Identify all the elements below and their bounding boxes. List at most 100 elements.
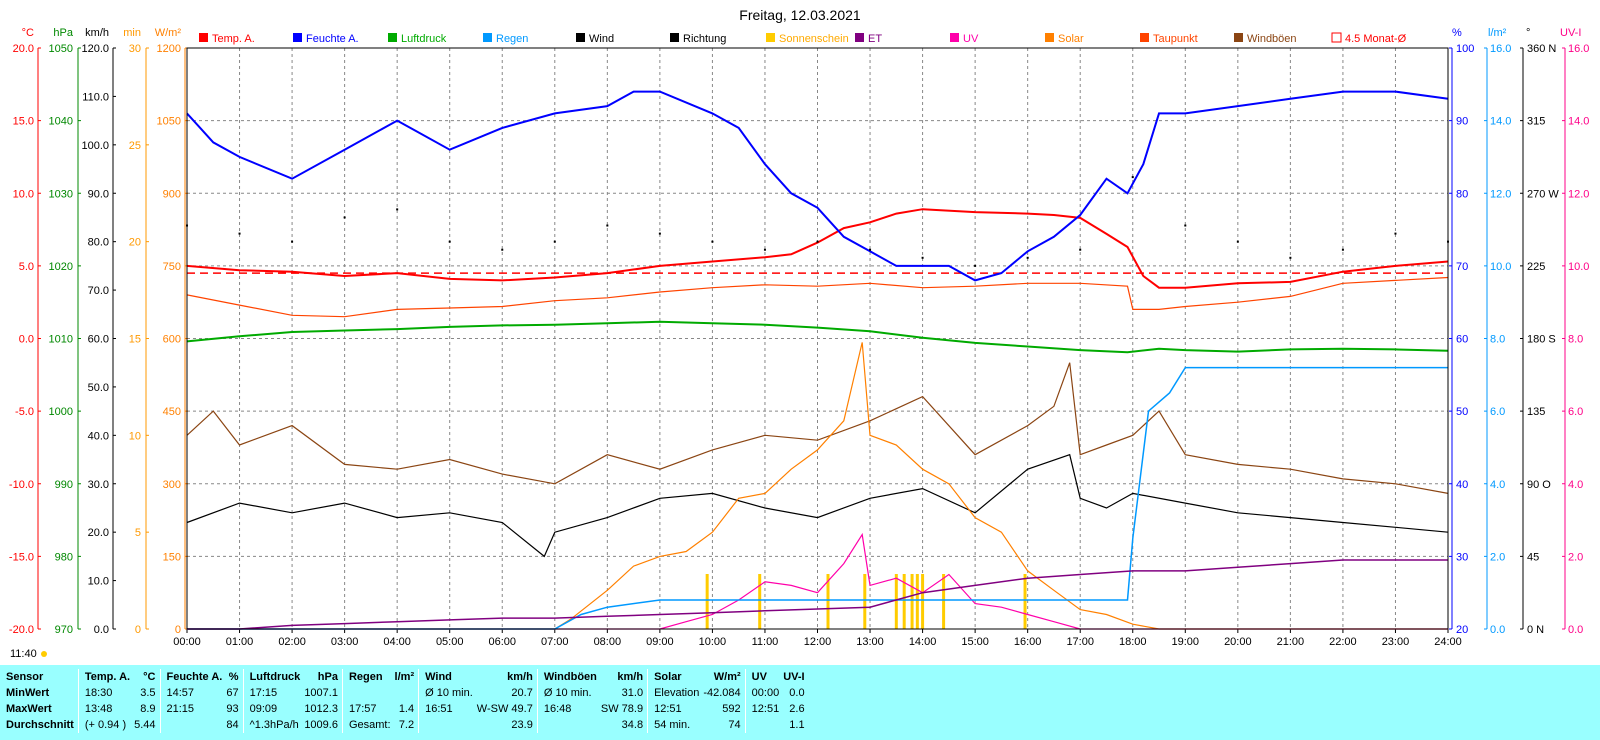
legend-label-et: ET <box>868 33 882 45</box>
axis-tick-label-right: 2.0 <box>1490 551 1505 563</box>
axis-tick-label-left: 0.0 <box>19 334 34 346</box>
axis-tick-label-left: 100.0 <box>81 140 109 152</box>
stats-cell <box>395 685 419 701</box>
series-luftdruck <box>186 320 1449 354</box>
axis-tick-label-left: 5 <box>135 527 141 539</box>
axis-tick-label-right: 10.0 <box>1490 261 1511 273</box>
stats-cell: 21:15 <box>159 701 227 717</box>
axis-tick-label-left: 900 <box>163 188 181 200</box>
axis-tick-label-left: 600 <box>163 334 181 346</box>
stats-cell: MaxWert <box>6 703 52 715</box>
stats-cell: SW 78.9 <box>600 703 644 715</box>
stats-cell: 74 <box>728 719 741 731</box>
x-tick-label: 14:00 <box>909 636 937 648</box>
axis-tick-label-left: 150 <box>163 551 181 563</box>
series-et <box>187 559 1448 630</box>
axis-tick-label-right: 2.0 <box>1568 551 1583 563</box>
stats-cell: 16:48 <box>536 701 601 717</box>
sunshine-bar <box>1023 574 1027 629</box>
x-tick-label: 10:00 <box>699 636 727 648</box>
stats-row: MinWert 18:30 3.5 14:57 67 17:15 1007.1 Ø 10 mi… <box>6 685 809 701</box>
axis-tick-label-right: 270 W <box>1527 188 1559 200</box>
legend-swatch-et <box>855 33 864 42</box>
axis-tick-label-left: 60.0 <box>88 334 109 346</box>
axis-tick-label-right: 80 <box>1456 188 1468 200</box>
stats-cell: 8.9 <box>140 703 156 715</box>
direction-point <box>1131 176 1134 179</box>
stats-cell: 17:15 <box>242 685 305 701</box>
axis-tick-label-right: 45 <box>1527 551 1539 563</box>
axis-tick-label-right: 8.0 <box>1490 334 1505 346</box>
direction-point <box>711 240 714 243</box>
stats-cell: 1012.3 <box>304 703 338 715</box>
stats-cell: Temp. A. <box>77 669 135 685</box>
legend-swatch-wind <box>576 33 585 42</box>
axis-tick-label-left: 0.0 <box>94 624 109 636</box>
x-tick-label: 03:00 <box>331 636 359 648</box>
axis-tick-label-left: 1030 <box>49 188 73 200</box>
stats-cell: (+ 0.94 ) <box>77 717 135 733</box>
legend-swatch-windb-en <box>1234 33 1243 42</box>
series-solar <box>187 342 1448 630</box>
axis-tick-label-left: 30 <box>129 43 141 55</box>
x-tick-label: 07:00 <box>541 636 569 648</box>
direction-point <box>1184 224 1187 227</box>
axis-tick-label-left: 70.0 <box>88 285 109 297</box>
direction-point <box>658 232 661 235</box>
direction-point <box>553 240 556 243</box>
sunshine-bar <box>826 574 830 629</box>
stats-cell: Wind <box>418 669 477 685</box>
sunshine-bar <box>863 574 867 629</box>
x-tick-label: 09:00 <box>646 636 674 648</box>
stats-cell: 5.44 <box>134 719 156 731</box>
stats-cell: 0.0 <box>789 687 805 699</box>
x-tick-label: 17:00 <box>1066 636 1094 648</box>
legend-swatch-temp-a <box>199 33 208 42</box>
stats-cell: Regen <box>341 669 395 685</box>
axis-tick-label-left: 20.0 <box>13 43 34 55</box>
axis-unit-right: l/m² <box>1488 27 1507 39</box>
axis-tick-label-right: 90 O <box>1527 479 1551 491</box>
axis-tick-label-right: 0 N <box>1527 624 1544 636</box>
stats-cell: W/m² <box>713 671 741 683</box>
legend-label-regen: Regen <box>496 33 528 45</box>
x-tick-label: 08:00 <box>594 636 622 648</box>
x-tick-label: 19:00 <box>1172 636 1200 648</box>
stats-cell: 3.5 <box>140 687 156 699</box>
stats-cell <box>341 685 395 701</box>
stats-cell: 1.4 <box>398 703 415 715</box>
stats-cell: 1009.6 <box>304 719 338 731</box>
x-tick-label: 06:00 <box>488 636 516 648</box>
axis-unit-left: W/m² <box>155 27 182 39</box>
axis-tick-label-left: 15.0 <box>13 116 34 128</box>
legend-label-4-5-monat: 4.5 Monat-Ø <box>1345 33 1407 45</box>
axis-tick-label-left: 30.0 <box>88 479 109 491</box>
stats-cell: 7.2 <box>398 719 415 731</box>
stats-cell: UV <box>744 669 784 685</box>
x-tick-label: 18:00 <box>1119 636 1147 648</box>
axis-unit-right: ° <box>1526 27 1530 39</box>
axis-tick-label-left: 980 <box>55 551 73 563</box>
stats-cell: Sensor <box>6 671 44 683</box>
axis-tick-label-left: 110.0 <box>82 91 109 103</box>
legend-swatch-sonnenschein <box>766 33 775 42</box>
stats-cell: 67 <box>226 687 239 699</box>
stats-cell: ^1.3hPa/h <box>242 717 305 733</box>
stats-cell <box>744 717 784 733</box>
direction-point <box>448 240 451 243</box>
stats-cell: Luftdruck <box>242 669 305 685</box>
axis-tick-label-left: 1040 <box>49 116 73 128</box>
stats-cell: °C <box>143 671 156 683</box>
stats-row: MaxWert 13:48 8.9 21:15 93 09:09 1012.3 17:57 1.… <box>6 701 809 717</box>
sunshine-bar <box>910 574 914 629</box>
legend-label-temp-a: Temp. A. <box>212 33 255 45</box>
stats-cell: 592 <box>722 703 741 715</box>
axis-tick-label-right: 0.0 <box>1568 624 1583 636</box>
series-wind <box>186 453 1449 558</box>
axis-tick-label-left: 5.0 <box>19 261 34 273</box>
axis-tick-label-left: -15.0 <box>9 551 34 563</box>
axis-tick-label-left: 1020 <box>49 261 73 273</box>
direction-point <box>1236 240 1239 243</box>
axis-tick-label-right: 10.0 <box>1568 261 1589 273</box>
stats-cell: MinWert <box>6 687 50 699</box>
